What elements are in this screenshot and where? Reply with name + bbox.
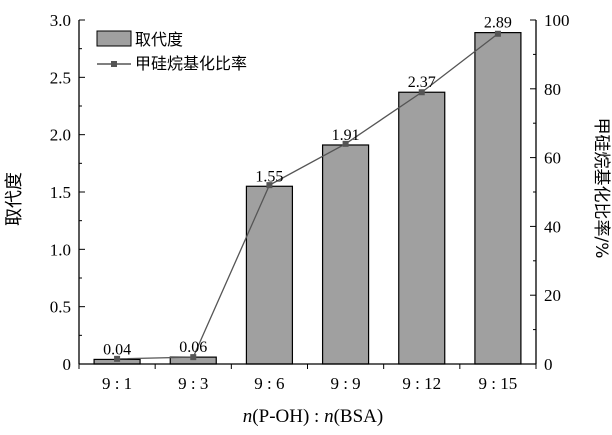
y-tick-label: 3.0 bbox=[50, 11, 71, 30]
bar-value-label: 0.04 bbox=[103, 341, 131, 358]
line-series bbox=[117, 33, 499, 360]
bar-value-label: 1.91 bbox=[332, 127, 360, 144]
bar bbox=[398, 91, 446, 365]
y-tick-label: 1.0 bbox=[50, 240, 71, 259]
bar-value-label: 2.89 bbox=[484, 15, 512, 32]
bar-value-label: 2.37 bbox=[408, 74, 436, 91]
bar bbox=[321, 144, 370, 365]
x-tick-label: 9 : 1 bbox=[102, 374, 132, 393]
y-tick-label: 0 bbox=[63, 355, 72, 374]
bar-value-label: 0.06 bbox=[179, 339, 207, 356]
y2-tick-label: 80 bbox=[544, 80, 561, 99]
legend-line-label: 甲硅烷基化比率 bbox=[135, 54, 247, 73]
x-axis-title: n(P-OH) : n(BSA) bbox=[243, 406, 383, 427]
x-tick-label: 9 : 15 bbox=[479, 374, 518, 393]
x-tick-label: 9 : 9 bbox=[330, 374, 360, 393]
x-tick-label: 9 : 12 bbox=[402, 374, 441, 393]
legend-bar-swatch bbox=[96, 30, 132, 47]
bars-layer bbox=[93, 32, 522, 365]
y-axis-title: 取代度 bbox=[4, 172, 25, 226]
labels-layer: 0.04 0.06 1.55 1.91 2.37 2.89 bbox=[103, 15, 512, 359]
line-point bbox=[190, 354, 197, 361]
y-tick-label: 1.5 bbox=[50, 183, 71, 202]
bar-value-label: 1.55 bbox=[255, 168, 283, 185]
x-tick-label: 9 : 3 bbox=[178, 374, 208, 393]
line-point bbox=[114, 355, 121, 362]
y-tick-label: 2.0 bbox=[50, 126, 71, 145]
legend-line-marker bbox=[111, 61, 117, 67]
line-point bbox=[266, 182, 273, 189]
y2-axis-title: 甲硅烷基化比率/% bbox=[591, 118, 611, 259]
y2-tick-label: 20 bbox=[544, 286, 561, 305]
legend: 取代度 甲硅烷基化比率 bbox=[96, 30, 247, 73]
bar bbox=[474, 32, 522, 365]
line-point bbox=[418, 89, 425, 96]
y2-tick-label: 60 bbox=[544, 149, 561, 168]
line-layer bbox=[114, 30, 501, 362]
bar bbox=[245, 185, 294, 365]
legend-bar-label: 取代度 bbox=[135, 30, 183, 49]
y2-tick-label: 0 bbox=[544, 355, 553, 374]
line-point bbox=[494, 30, 501, 37]
y-tick-label: 2.5 bbox=[50, 68, 71, 87]
y-tick-label: 0.5 bbox=[50, 298, 71, 317]
y2-tick-label: 40 bbox=[544, 217, 561, 236]
line-point bbox=[342, 140, 349, 147]
axes-layer: 0 0.5 1.0 1.5 2.0 2.5 3.0 0 20 40 60 80 100 9 : 1 9 : … bbox=[50, 11, 570, 393]
y2-tick-label: 100 bbox=[544, 11, 570, 30]
x-tick-label: 9 : 6 bbox=[254, 374, 284, 393]
